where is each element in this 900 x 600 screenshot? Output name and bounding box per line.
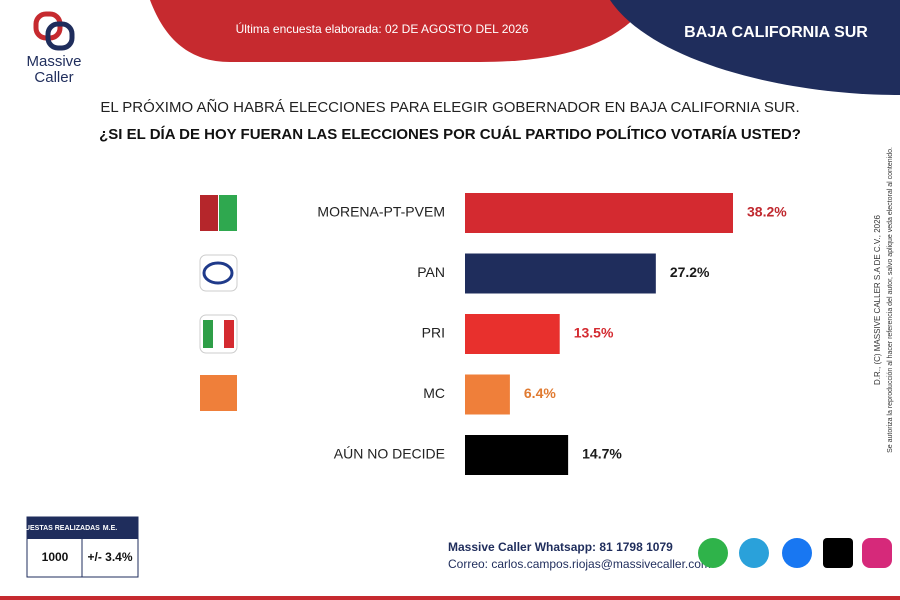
table-cell: +/- 3.4% bbox=[87, 550, 132, 564]
bar bbox=[465, 253, 656, 294]
brand: Caller bbox=[34, 69, 73, 86]
methodology-table bbox=[26, 516, 139, 578]
copyright: D.R., (C) MASSIVE CALLER S.A DE C.V., 20… bbox=[873, 214, 882, 385]
chart-title: EL PRÓXIMO AÑO HABRÁ ELECCIONES PARA ELE… bbox=[100, 99, 799, 116]
bar bbox=[465, 314, 560, 354]
bar bbox=[465, 374, 510, 415]
category-label: MC bbox=[423, 385, 445, 401]
table-cell: 1000 bbox=[42, 550, 69, 564]
contact-email: Correo: carlos.campos.riojas@massivecall… bbox=[448, 557, 711, 571]
value-label: 27.2% bbox=[670, 264, 710, 280]
logo bbox=[33, 11, 75, 51]
survey-date: Última encuesta elaborada: 02 DE AGOSTO … bbox=[236, 21, 529, 36]
bar bbox=[465, 193, 733, 233]
value-label: 38.2% bbox=[747, 204, 787, 220]
chart-subtitle: ¿SI EL DÍA DE HOY FUERAN LAS ELECCIONES … bbox=[99, 126, 801, 143]
header-band bbox=[150, 0, 650, 62]
region-band bbox=[610, 0, 900, 95]
category-label: AÚN NO DECIDE bbox=[334, 446, 445, 462]
category-label: MORENA-PT-PVEM bbox=[317, 204, 445, 220]
party-logos bbox=[199, 195, 238, 411]
table-header: M.E. bbox=[103, 525, 117, 532]
category-label: PRI bbox=[422, 325, 445, 341]
copyright-note: Se autoriza la reproducción al hacer ref… bbox=[887, 147, 894, 453]
brand: Massive bbox=[26, 53, 81, 70]
value-label: 13.5% bbox=[574, 325, 614, 341]
value-label: 14.7% bbox=[582, 446, 622, 462]
bottom-rule bbox=[0, 596, 900, 600]
region: BAJA CALIFORNIA SUR bbox=[684, 24, 868, 41]
social-icons bbox=[698, 538, 892, 568]
table-header: ENCUESTAS REALIZADAS bbox=[10, 525, 100, 532]
contact-whatsapp: Massive Caller Whatsapp: 81 1798 1079 bbox=[448, 540, 673, 554]
bar bbox=[465, 435, 569, 475]
value-label: 6.4% bbox=[524, 385, 556, 401]
category-label: PAN bbox=[417, 264, 445, 280]
